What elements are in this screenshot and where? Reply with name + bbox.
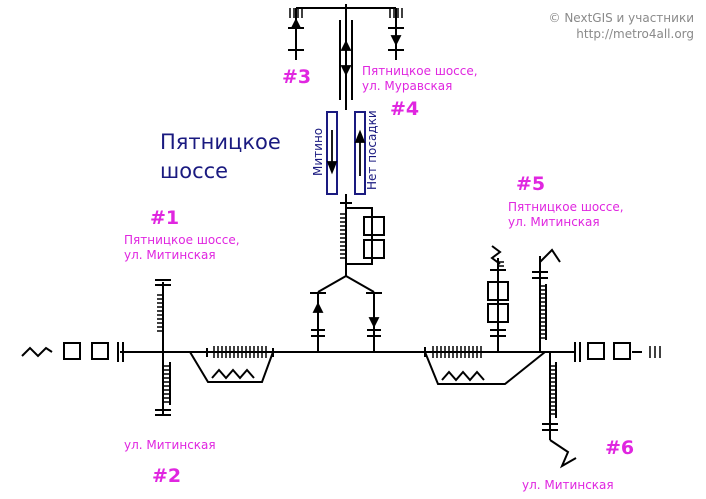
- exit-5-number: #5: [516, 173, 546, 195]
- exit-1-number: #1: [150, 207, 180, 229]
- exit-5-door-2: [487, 303, 509, 323]
- exit-4-label: Пятницкое шоссе, ул. Муравская: [362, 64, 478, 93]
- track-right: [354, 111, 366, 195]
- left-zigzag: [21, 346, 53, 358]
- station-name: Пятницкое шоссе: [160, 128, 281, 186]
- attribution: © NextGIS и участники http://metro4all.o…: [549, 10, 694, 42]
- exit-1-label: Пятницкое шоссе, ул. Митинская: [124, 233, 240, 262]
- center-door-1: [363, 216, 385, 236]
- station-name-line-2: шоссе: [160, 159, 229, 183]
- right-door-2: [613, 342, 631, 360]
- exit-5-label: Пятницкое шоссе, ул. Митинская: [508, 200, 624, 229]
- exit-2-number: #2: [152, 465, 182, 487]
- left-door-1: [63, 342, 81, 360]
- right-ramp-zigzag: [441, 370, 485, 382]
- right-ramp: [424, 351, 546, 385]
- attribution-link[interactable]: http://metro4all.org: [576, 27, 694, 41]
- center-door-2: [363, 239, 385, 259]
- exit-6-number: #6: [605, 437, 635, 459]
- exit-3-number: #3: [282, 66, 312, 88]
- exit-6-label: ул. Митинская: [522, 478, 614, 492]
- exit-4-number: #4: [390, 98, 420, 120]
- track-left-label: Митино: [311, 128, 325, 176]
- left-ramp-zigzag: [211, 368, 255, 380]
- attribution-line-1: © NextGIS и участники: [548, 11, 694, 25]
- left-ramp: [189, 351, 274, 383]
- exit-2-label: ул. Митинская: [124, 438, 216, 452]
- track-right-label: Нет посадки: [365, 110, 379, 190]
- station-name-line-1: Пятницкое: [160, 130, 281, 154]
- left-door-2: [91, 342, 109, 360]
- right-door-1: [587, 342, 605, 360]
- track-left: [326, 111, 338, 195]
- exit-5-door-1: [487, 281, 509, 301]
